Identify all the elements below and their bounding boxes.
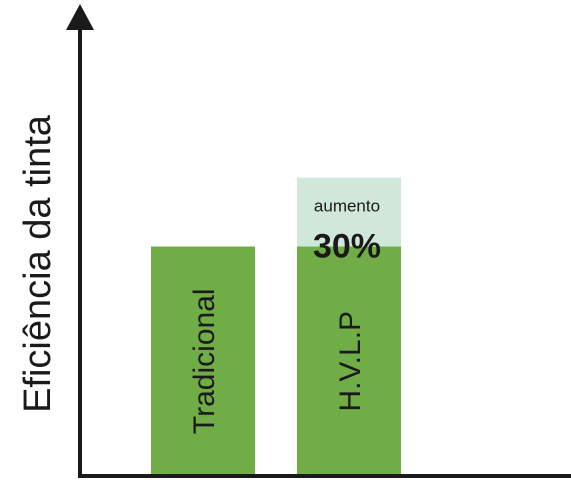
bar-label: Tradicional (188, 288, 221, 434)
bar-label: H.V.L.P (334, 311, 367, 412)
increase-label-small: aumento (314, 197, 380, 216)
bar-tradicional (151, 246, 255, 476)
y-axis-arrow-icon (66, 4, 94, 30)
bar-increase-segment (297, 177, 401, 247)
y-axis-label: Eficiência da tinta (17, 114, 59, 413)
increase-label-value: 30% (313, 228, 381, 266)
axes-group (66, 4, 571, 478)
labels-group: Tradicional H.V.L.P aumento 30% (188, 197, 381, 434)
bar-h-v-l-p (297, 246, 401, 476)
bars-group (151, 177, 401, 476)
